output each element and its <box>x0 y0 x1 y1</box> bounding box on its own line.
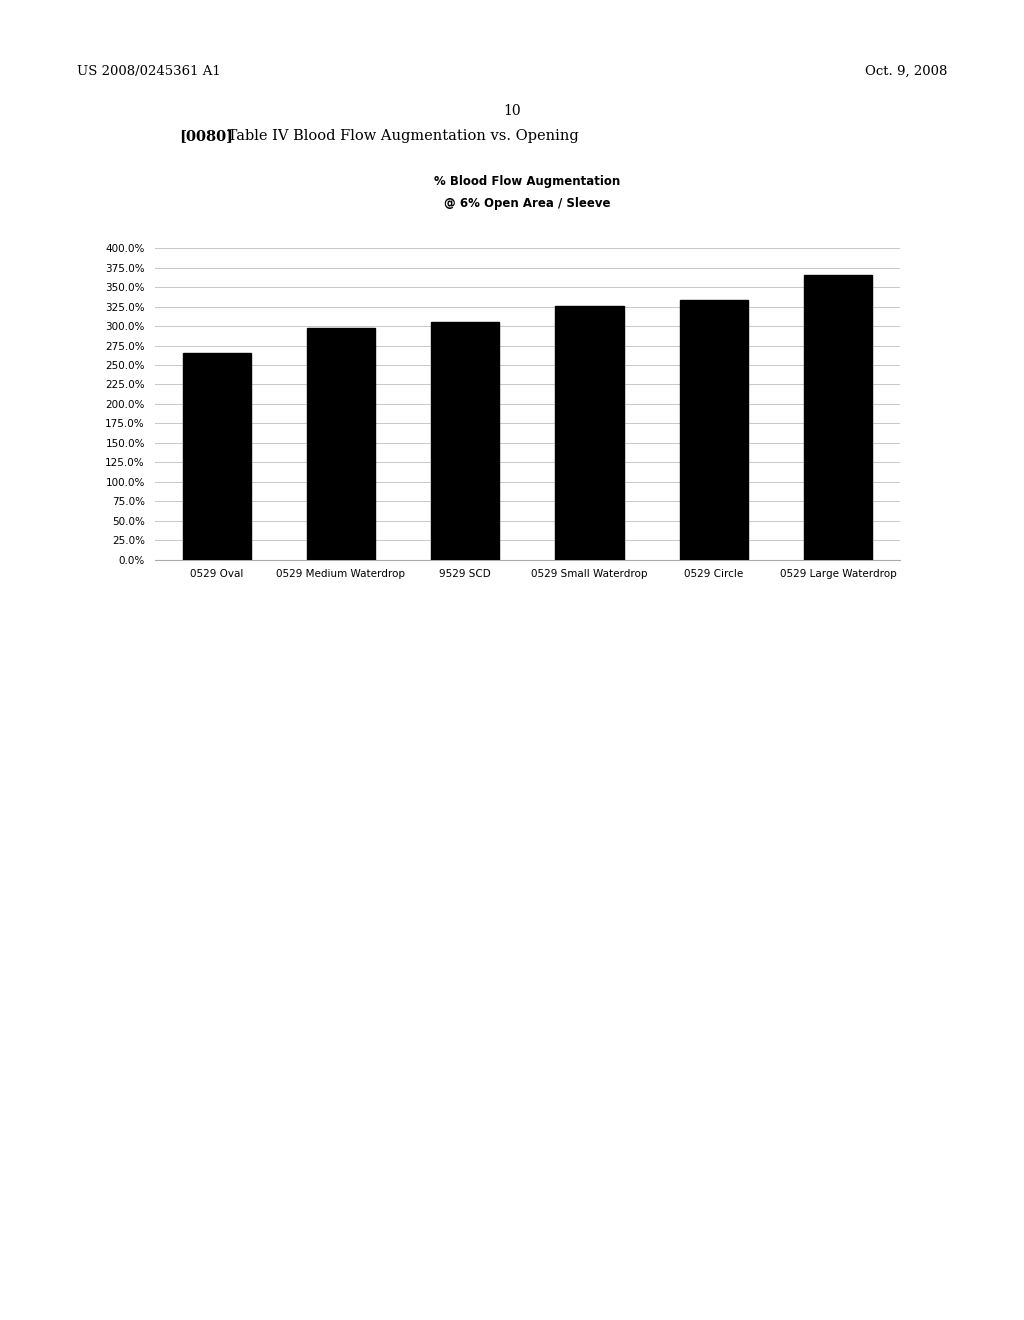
Bar <box>555 306 624 560</box>
Text: 10: 10 <box>503 104 521 117</box>
Bar <box>804 276 872 560</box>
Text: % Blood Flow Augmentation: % Blood Flow Augmentation <box>434 174 621 187</box>
Text: @ 6% Open Area / Sleeve: @ 6% Open Area / Sleeve <box>444 197 610 210</box>
Bar <box>307 327 375 560</box>
Text: [0080]: [0080] <box>179 129 233 143</box>
Bar <box>680 301 748 560</box>
Bar <box>182 354 251 560</box>
Text: Oct. 9, 2008: Oct. 9, 2008 <box>865 65 947 78</box>
Text: Table IV Blood Flow Augmentation vs. Opening: Table IV Blood Flow Augmentation vs. Ope… <box>223 129 579 143</box>
Text: US 2008/0245361 A1: US 2008/0245361 A1 <box>77 65 220 78</box>
Bar <box>431 322 500 560</box>
